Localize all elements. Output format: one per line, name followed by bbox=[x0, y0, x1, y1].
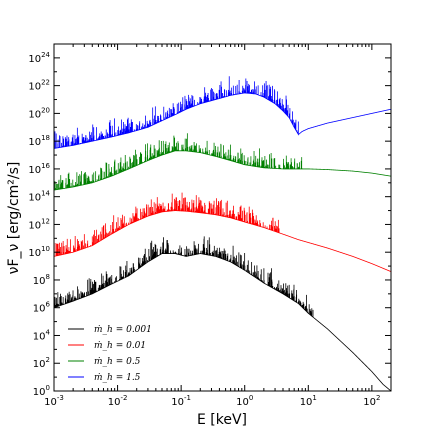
x-tick-label: 10-3 bbox=[44, 394, 64, 408]
y-tick-label: 100 bbox=[33, 384, 50, 398]
y-tick-label: 1024 bbox=[28, 51, 50, 65]
x-tick-label: 102 bbox=[363, 394, 380, 408]
series-line-1 bbox=[54, 192, 391, 272]
x-tick-label: 100 bbox=[236, 394, 253, 408]
y-tick-label: 108 bbox=[33, 273, 50, 287]
series-line-3 bbox=[54, 76, 391, 149]
legend: ṁ_h = 0.001 ṁ_h = 0.01 ṁ_h = 0.5 ṁ_h = 1.5 bbox=[68, 325, 152, 383]
series-line-2 bbox=[54, 133, 391, 191]
x-tick-label: 10-2 bbox=[108, 394, 128, 408]
legend-label: ṁ_h = 0.01 bbox=[94, 341, 146, 351]
y-axis-label: νF_ν [erg/cm²/s] bbox=[6, 162, 22, 275]
legend-label: ṁ_h = 0.5 bbox=[94, 357, 141, 367]
plot-frame bbox=[53, 43, 392, 392]
y-tick-label: 106 bbox=[33, 301, 51, 315]
y-tick-label: 1014 bbox=[28, 190, 50, 204]
legend-label: ṁ_h = 1.5 bbox=[94, 373, 141, 383]
x-tick-label: 101 bbox=[300, 394, 317, 408]
x-tick-label: 10-1 bbox=[171, 394, 191, 408]
ticks-layer: 10-3 10-2 10-1 100 101 102 100 102 104 106 108 1010… bbox=[28, 43, 392, 408]
y-tick-label: 104 bbox=[33, 328, 51, 342]
y-tick-label: 1018 bbox=[28, 134, 50, 148]
y-tick-label: 1020 bbox=[28, 106, 50, 120]
y-tick-label: 1010 bbox=[28, 245, 50, 259]
legend-label: ṁ_h = 0.001 bbox=[94, 325, 152, 335]
y-tick-label: 1022 bbox=[28, 79, 50, 93]
y-tick-label: 1016 bbox=[28, 162, 50, 176]
x-axis-label: E [keV] bbox=[197, 412, 247, 428]
y-tick-label: 102 bbox=[33, 356, 50, 370]
y-tick-label: 1012 bbox=[28, 217, 50, 231]
series-layer bbox=[54, 76, 391, 391]
series-line-0 bbox=[54, 236, 391, 391]
